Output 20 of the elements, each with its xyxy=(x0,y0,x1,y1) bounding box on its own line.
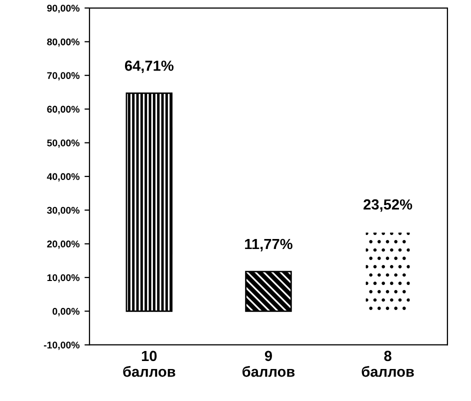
data-label: 23,52% xyxy=(364,199,412,212)
x-tick-label: 10 баллов xyxy=(123,350,176,377)
bar xyxy=(364,231,412,312)
x-tick-label: 8 баллов xyxy=(362,350,414,377)
bar xyxy=(245,270,292,312)
y-tick-label: 90,00% xyxy=(47,4,80,14)
y-tick-label: 30,00% xyxy=(47,206,80,216)
y-tick-label: 10,00% xyxy=(47,274,80,283)
data-label: 64,71% xyxy=(124,60,174,73)
x-tick-label: 9 баллов xyxy=(242,350,295,377)
y-tick-label: 40,00% xyxy=(46,173,80,182)
data-label: 11,77% xyxy=(245,238,292,252)
y-tick-label: 80,00% xyxy=(47,38,80,47)
y-tick-label: 70,00% xyxy=(47,72,80,80)
y-tick-label: 50,00% xyxy=(47,139,80,148)
y-tick-label: 20,00% xyxy=(47,240,80,249)
y-tick-label: 0,00% xyxy=(52,308,80,316)
bar xyxy=(126,92,173,312)
y-tick-label: -10,00% xyxy=(44,342,80,350)
y-tick-label: 60,00% xyxy=(47,106,80,114)
